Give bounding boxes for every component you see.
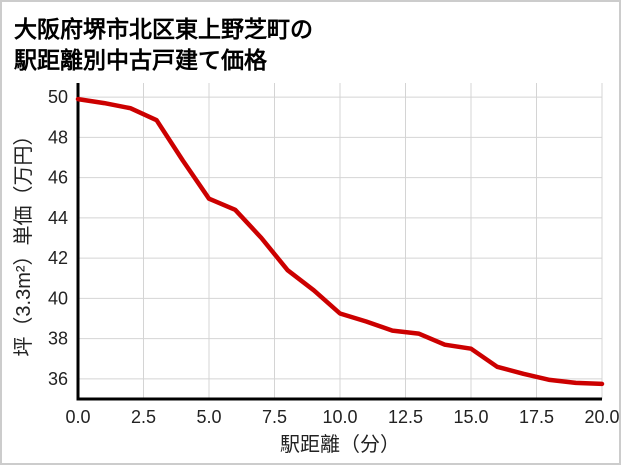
y-tick-label: 38: [48, 329, 68, 349]
x-tick-label: 0.0: [65, 407, 90, 427]
x-tick-label: 20.0: [584, 407, 619, 427]
x-tick-label: 5.0: [196, 407, 221, 427]
chart-title-line1: 大阪府堺市北区東上野芝町の: [14, 16, 313, 42]
y-tick-label: 48: [48, 127, 68, 147]
x-tick-label: 15.0: [453, 407, 488, 427]
x-axis-title: 駅距離（分）: [280, 433, 400, 456]
y-tick-label: 44: [48, 208, 68, 228]
x-tick-label: 7.5: [262, 407, 287, 427]
y-tick-label: 36: [48, 369, 68, 389]
y-axis-title: 坪（3.3m²）単価（万円）: [12, 125, 35, 356]
x-tick-label: 12.5: [388, 407, 423, 427]
y-tick-label: 46: [48, 168, 68, 188]
chart-title-line2: 駅距離別中古戸建て価格: [14, 47, 267, 73]
price-data-line: [75, 96, 605, 387]
x-tick-label: 2.5: [131, 407, 156, 427]
chart-title: 大阪府堺市北区東上野芝町の 駅距離別中古戸建て価格: [14, 14, 313, 76]
x-tick-label: 17.5: [519, 407, 554, 427]
x-tick-label: 10.0: [322, 407, 357, 427]
y-tick-label: 50: [48, 87, 68, 107]
y-tick-label: 40: [48, 288, 68, 308]
y-tick-label: 42: [48, 248, 68, 268]
